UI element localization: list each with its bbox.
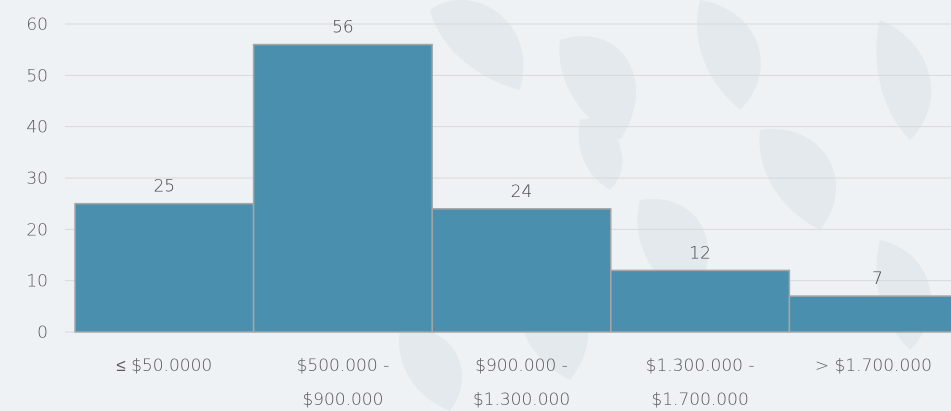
y-axis: 0 10 20 30 40 50 60 — [26, 15, 48, 343]
x-tick-label: > $1.700.000 — [815, 356, 932, 376]
x-tick-label: $1.300.000 — [473, 390, 570, 410]
data-label: 25 — [153, 177, 175, 197]
data-label: 7 — [872, 269, 883, 289]
bar — [610, 269, 791, 333]
x-tick-label: $900.000 - — [475, 356, 568, 376]
x-tick-label: $900.000 — [302, 390, 383, 410]
data-label: 24 — [511, 182, 533, 202]
data-labels: 25 56 24 12 7 — [153, 18, 882, 290]
y-tick-label: 30 — [26, 169, 48, 189]
data-label: 56 — [332, 18, 354, 38]
x-tick-label: $500.000 - — [297, 356, 390, 376]
bar — [788, 295, 951, 333]
bars — [74, 43, 951, 333]
y-tick-label: 60 — [26, 15, 48, 35]
y-tick-label: 10 — [26, 272, 48, 292]
y-tick-label: 50 — [26, 66, 48, 86]
x-tick-label: $1.700.000 — [651, 390, 748, 410]
y-tick-label: 40 — [26, 118, 48, 138]
x-tick-label: ≤ $50.0000 — [116, 356, 212, 376]
bar — [252, 43, 433, 333]
background-leaf-pattern — [399, 0, 932, 411]
x-axis: ≤ $50.0000 $500.000 - $900.000 $900.000 - $1… — [116, 356, 932, 410]
bar — [74, 202, 255, 333]
x-tick-label: $1.300.000 - — [646, 356, 755, 376]
data-label: 12 — [689, 243, 711, 263]
y-tick-label: 20 — [26, 220, 48, 240]
y-tick-label: 0 — [37, 323, 48, 343]
bar — [431, 208, 612, 333]
